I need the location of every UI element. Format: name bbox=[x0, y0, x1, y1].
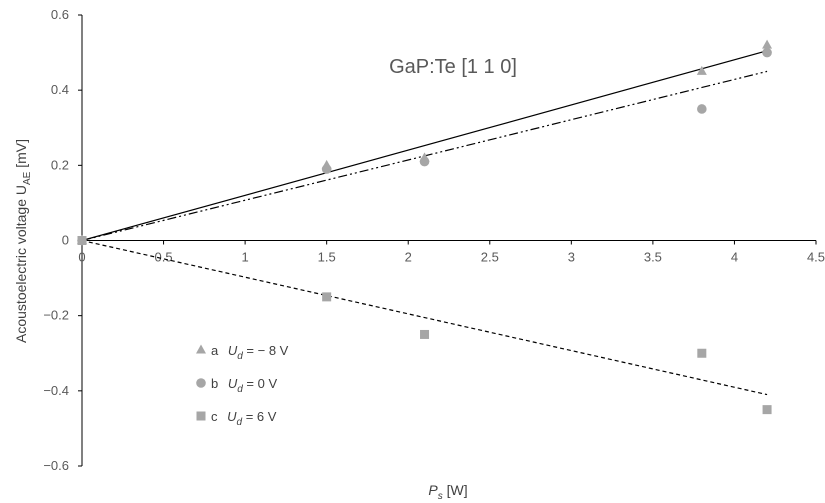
y-tick-label: 0.4 bbox=[51, 82, 69, 97]
y-axis-title: Acoustoelectric voltage UAE [mV] bbox=[13, 139, 33, 343]
data-point-a bbox=[762, 39, 773, 49]
y-axis-title-sub: AE bbox=[22, 171, 33, 185]
trend-line-c bbox=[81, 239, 768, 396]
y-tick-label: 0.6 bbox=[51, 7, 69, 22]
legend-label-a: a Ud = − 8 V bbox=[211, 343, 289, 362]
x-tick-labels: 0 0.5 1 1.5 2 2.5 3 3.5 4 4.5 bbox=[78, 240, 825, 265]
data-point-c bbox=[697, 348, 707, 358]
x-tick-label: 3 bbox=[568, 250, 575, 265]
x-tick-label: 2.5 bbox=[481, 250, 499, 265]
data-point-c bbox=[420, 329, 430, 339]
y-axis-title-main: Acoustoelectric voltage U bbox=[13, 185, 29, 343]
y-tick-label: 0 bbox=[62, 233, 69, 248]
data-point-c bbox=[77, 236, 87, 245]
data-point-b bbox=[419, 156, 430, 167]
legend-marker-a bbox=[196, 344, 206, 354]
legend-marker-c bbox=[196, 411, 206, 421]
x-axis-title: Ps [W] bbox=[428, 482, 467, 502]
data-point-a bbox=[696, 65, 707, 75]
chart-title: GaP:Te [1 1 0] bbox=[389, 56, 517, 78]
axes bbox=[81, 15, 816, 466]
legend-marker-b bbox=[196, 378, 206, 388]
legend: a Ud = − 8 V b Ud = 0 V c Ud = 6 V bbox=[196, 343, 289, 428]
x-tick-label: 0 bbox=[78, 250, 85, 265]
x-tick-label: 0.5 bbox=[155, 250, 173, 265]
x-tick-label: 3.5 bbox=[644, 250, 662, 265]
trend-line-a bbox=[81, 50, 768, 242]
data-points bbox=[77, 39, 773, 415]
trend-lines bbox=[81, 50, 768, 396]
x-axis-title-unit: [W] bbox=[443, 482, 468, 498]
data-point-b bbox=[762, 47, 772, 58]
data-point-b bbox=[697, 104, 707, 114]
legend-label-c: c Ud = 6 V bbox=[211, 409, 277, 428]
y-tick-label: 0.2 bbox=[51, 157, 69, 172]
x-tick-label: 4 bbox=[731, 250, 738, 265]
y-axis-title-unit: [mV] bbox=[13, 139, 29, 172]
x-axis-title-main: P bbox=[428, 482, 438, 498]
data-point-c bbox=[762, 405, 772, 415]
x-axis-title-sub: s bbox=[438, 491, 443, 502]
x-tick-label: 1.5 bbox=[318, 250, 336, 265]
y-tick-label: −0.4 bbox=[43, 383, 69, 398]
y-tick-label: −0.2 bbox=[43, 308, 69, 323]
legend-label-b: b Ud = 0 V bbox=[211, 376, 277, 395]
data-point-c bbox=[322, 292, 332, 302]
x-tick-label: 2 bbox=[405, 250, 412, 265]
y-tick-labels: −0.6 −0.4 −0.2 0 0.2 0.4 0.6 bbox=[43, 7, 82, 473]
y-tick-label: −0.6 bbox=[43, 458, 69, 473]
x-tick-label: 1 bbox=[241, 250, 248, 265]
x-tick-label: 4.5 bbox=[807, 250, 825, 265]
data-point-b bbox=[321, 164, 332, 174]
